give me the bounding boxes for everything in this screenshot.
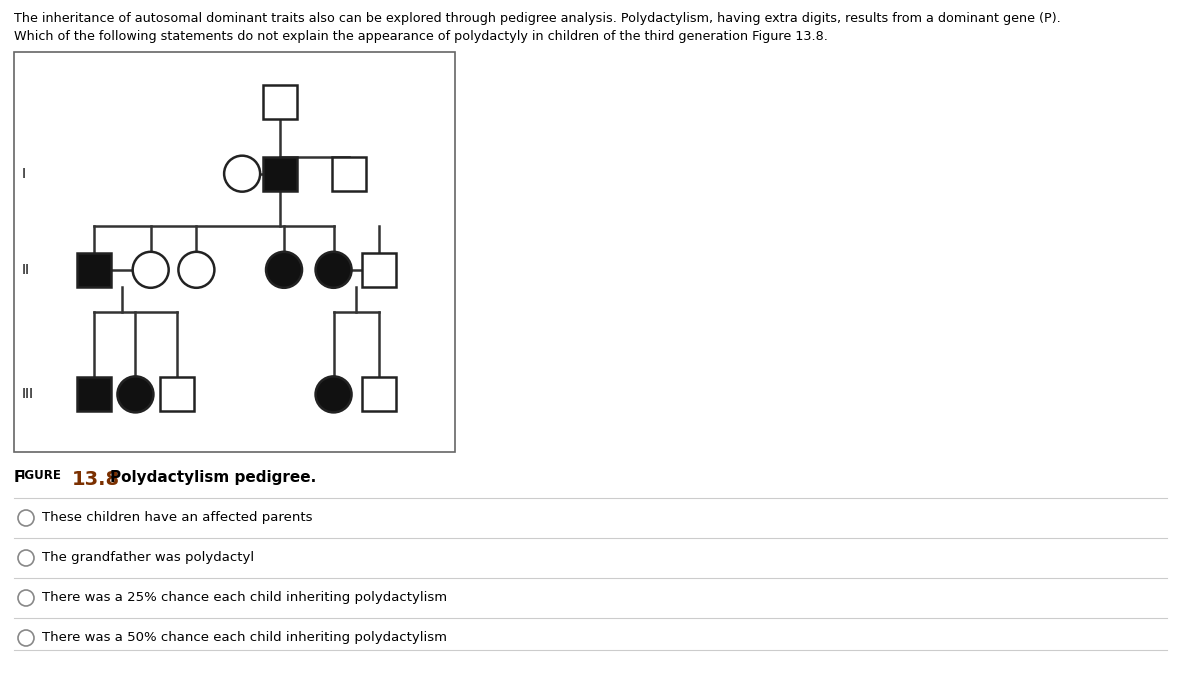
- Text: There was a 25% chance each child inheriting polydactylism: There was a 25% chance each child inheri…: [42, 592, 447, 605]
- Text: III: III: [23, 387, 34, 401]
- Bar: [362, 253, 396, 287]
- Circle shape: [178, 252, 215, 288]
- Bar: [362, 377, 396, 412]
- Circle shape: [316, 377, 351, 412]
- Text: The inheritance of autosomal dominant traits also can be explored through pedigr: The inheritance of autosomal dominant tr…: [14, 12, 1061, 25]
- Bar: [332, 157, 366, 190]
- Bar: [264, 157, 297, 190]
- Text: Polydactylism pedigree.: Polydactylism pedigree.: [110, 470, 316, 485]
- Circle shape: [316, 252, 351, 288]
- Bar: [160, 377, 195, 412]
- Circle shape: [133, 252, 169, 288]
- Text: These children have an affected parents: These children have an affected parents: [42, 512, 312, 524]
- Text: F: F: [14, 470, 25, 485]
- Circle shape: [18, 550, 34, 566]
- Text: IGURE: IGURE: [21, 469, 62, 482]
- Text: The grandfather was polydactyl: The grandfather was polydactyl: [42, 552, 254, 564]
- Circle shape: [118, 377, 153, 412]
- Text: There was a 50% chance each child inheriting polydactylism: There was a 50% chance each child inheri…: [42, 631, 447, 645]
- Circle shape: [266, 252, 301, 288]
- Text: 13.8: 13.8: [72, 470, 120, 489]
- Text: Which of the following statements do not explain the appearance of polydactyly i: Which of the following statements do not…: [14, 30, 827, 43]
- Circle shape: [18, 630, 34, 646]
- Bar: [76, 253, 110, 287]
- Circle shape: [224, 155, 260, 192]
- Circle shape: [18, 510, 34, 526]
- Text: I: I: [23, 167, 26, 181]
- Bar: [264, 85, 297, 120]
- Text: II: II: [23, 262, 30, 276]
- Bar: [76, 377, 110, 412]
- Circle shape: [18, 590, 34, 606]
- Bar: [14, 52, 455, 452]
